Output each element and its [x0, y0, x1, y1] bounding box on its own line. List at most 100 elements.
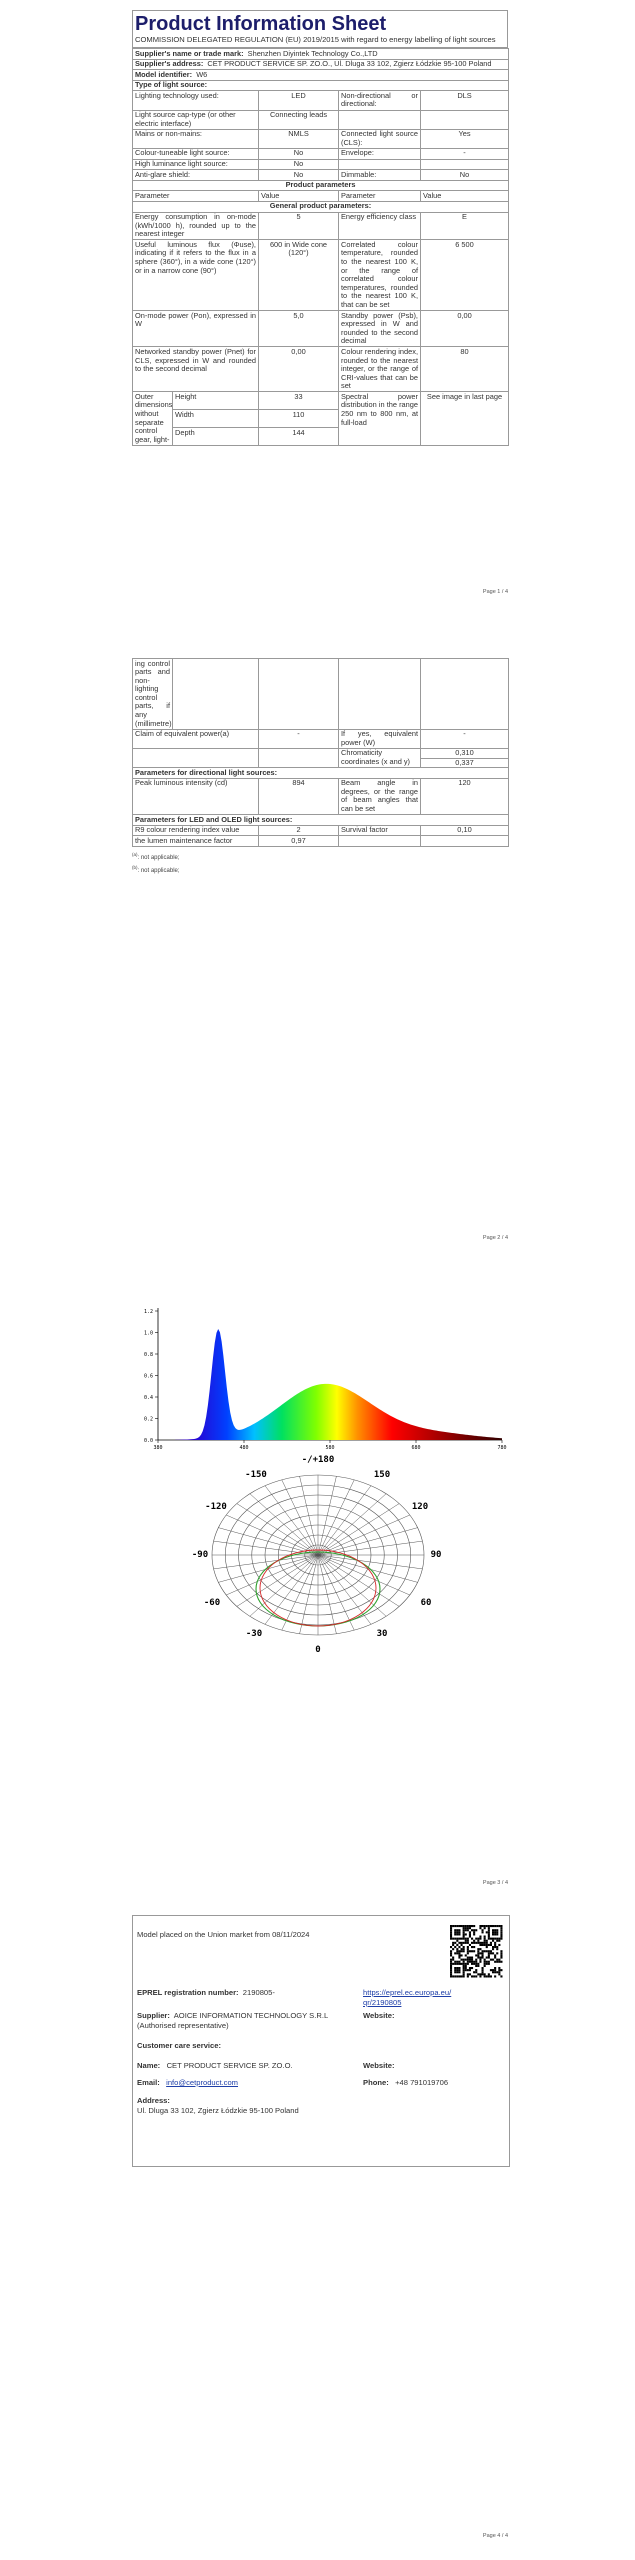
- qr-module: [494, 1971, 497, 1974]
- qr-module: [487, 1956, 490, 1959]
- qr-module: [494, 1937, 497, 1940]
- qr-module: [487, 1962, 490, 1965]
- qr-module: [471, 1941, 474, 1944]
- footnote-mark: (b): [132, 864, 138, 870]
- qr-module: [487, 1931, 490, 1934]
- qr-module: [485, 1962, 488, 1965]
- email-link[interactable]: info@cetproduct.com: [166, 2078, 239, 2087]
- qr-module: [496, 1952, 499, 1955]
- qr-module: [456, 1960, 459, 1963]
- polar-spoke: [213, 1554, 319, 1570]
- qr-module: [477, 1962, 480, 1965]
- qr-module: [450, 1933, 453, 1936]
- qr-module: [460, 1925, 463, 1928]
- row: Lighting technology used: LED Non-directio…: [132, 90, 510, 111]
- polar-spoke: [299, 1554, 319, 1634]
- cell: On-mode power (Pon), expressed in W: [132, 310, 259, 348]
- qr-module: [494, 1956, 497, 1959]
- qr-module: [479, 1927, 482, 1930]
- label: Email:: [137, 2078, 160, 2087]
- qr-module: [468, 1967, 471, 1970]
- qr-module: [462, 1967, 465, 1970]
- qr-module: [487, 1960, 490, 1963]
- cell: Beam angle in degrees, or the range of b…: [338, 777, 421, 816]
- qr-module: [487, 1933, 490, 1936]
- qr-module: [479, 1975, 482, 1978]
- cell: Energy efficiency class: [338, 211, 421, 241]
- qr-module: [464, 1937, 467, 1940]
- qr-module: [477, 1941, 480, 1944]
- qr-module: [464, 1954, 467, 1957]
- qr-module: [450, 1975, 453, 1978]
- qr-module: [468, 1956, 471, 1959]
- polar-spoke: [317, 1485, 372, 1556]
- qr-module: [496, 1937, 499, 1940]
- qr-module: [454, 1946, 457, 1949]
- qr-module: [479, 1943, 482, 1946]
- qr-module: [471, 1925, 474, 1928]
- qr-module: [477, 1950, 480, 1953]
- page-1: Product Information Sheet COMMISSION DEL…: [131, 10, 510, 446]
- cell: 894: [258, 777, 339, 816]
- qr-module: [466, 1973, 469, 1976]
- polar-spoke: [218, 1527, 319, 1556]
- qr-module: [456, 1925, 459, 1928]
- qr-module: [450, 1964, 453, 1967]
- qr-module: [454, 1937, 457, 1940]
- qr-module: [468, 1935, 471, 1938]
- cell: 5: [258, 211, 339, 241]
- qr-module: [492, 1946, 495, 1949]
- qr-module: [496, 1931, 499, 1934]
- qr-module: [473, 1939, 476, 1942]
- qr-module: [460, 1950, 463, 1953]
- page-number: Page 1 / 4: [482, 589, 508, 595]
- qr-module: [481, 1952, 484, 1955]
- qr-module: [496, 1948, 499, 1951]
- qr-module: [468, 1958, 471, 1961]
- qr-module: [473, 1960, 476, 1963]
- qr-module: [450, 1973, 453, 1976]
- qr-module: [496, 1958, 499, 1961]
- qr-module: [496, 1946, 499, 1949]
- value: CET PRODUCT SERVICE SP. ZO.O., Ul. Dluga…: [207, 59, 492, 69]
- qr-module: [468, 1933, 471, 1936]
- qr-module: [466, 1929, 469, 1932]
- qr-module: [498, 1937, 501, 1940]
- qr-module: [456, 1939, 459, 1942]
- qr-module: [477, 1954, 480, 1957]
- qr-module: [498, 1967, 501, 1970]
- qr-module: [475, 1958, 478, 1961]
- qr-module: [492, 1939, 495, 1942]
- footnote: (a): not applicable;: [132, 850, 508, 863]
- qr-module: [456, 1950, 459, 1953]
- cell: 110: [258, 409, 339, 429]
- qr-module: [473, 1962, 476, 1965]
- qr-module: [454, 1931, 457, 1934]
- page-number: Page 3 / 4: [482, 1880, 508, 1886]
- qr-module: [460, 1937, 463, 1940]
- qr-module: [494, 1931, 497, 1934]
- qr-module: [456, 1931, 459, 1934]
- x-tick-label: 780: [497, 1445, 506, 1451]
- qr-module: [464, 1925, 467, 1928]
- qr-module: [481, 1973, 484, 1976]
- qr-module: [500, 1933, 503, 1936]
- eprel-link[interactable]: https://eprel.ec.europa.eu/qr/2190805: [363, 1988, 452, 2007]
- qr-module: [458, 1954, 461, 1957]
- x-tick-label: 680: [411, 1445, 420, 1451]
- qr-module: [471, 1950, 474, 1953]
- qr-module: [479, 1941, 482, 1944]
- qr-module: [471, 1962, 474, 1965]
- qr-module: [487, 1943, 490, 1946]
- qr-module: [458, 1971, 461, 1974]
- qr-module: [487, 1929, 490, 1932]
- qr-module: [452, 1962, 455, 1965]
- qr-module: [475, 1937, 478, 1940]
- polar-spoke: [226, 1514, 319, 1556]
- qr-module: [458, 1933, 461, 1936]
- qr-module: [454, 1969, 457, 1972]
- qr-module: [485, 1960, 488, 1963]
- qr-module: [450, 1952, 453, 1955]
- qr-module: [466, 1937, 469, 1940]
- qr-module: [452, 1958, 455, 1961]
